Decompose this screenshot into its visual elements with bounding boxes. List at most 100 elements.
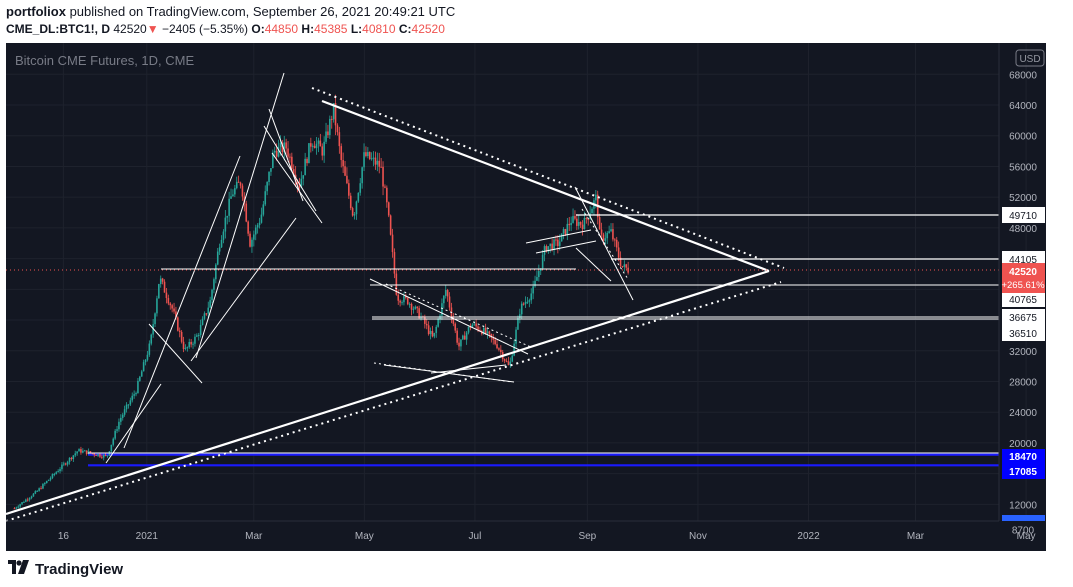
trendline [373,362,513,383]
candle-down [321,146,324,156]
price-label-box [1002,309,1045,325]
candle-up [97,454,99,456]
candle-down [93,453,96,455]
candle-up [272,152,274,169]
candle-up [623,264,626,267]
candle-up [517,318,519,330]
candle-down [171,305,173,309]
candle-down [85,450,88,454]
candle-up [23,501,25,503]
candle-down [70,457,73,460]
candle-up [42,484,44,489]
time-tick-label: 16 [58,531,70,542]
candle-down [327,131,329,136]
candle-up [213,279,215,290]
chart-title: Bitcoin CME Futures, 1D, CME [15,53,194,68]
candle-down [425,323,428,326]
candle-up [467,326,470,333]
candle-up [549,243,552,247]
candle-down [349,195,352,209]
zone-label-box [1002,464,1045,479]
candle-up [232,194,234,197]
candle-up [66,461,69,465]
currency-badge[interactable]: USD [1015,49,1045,67]
candle-down [621,265,624,267]
trendline [148,323,203,384]
price-chart[interactable]: 6800064000600005600052000480004400040000… [5,43,1046,551]
candle-down [555,239,557,241]
candle-up [536,277,538,281]
candle-up [482,327,485,335]
candle-down [99,454,101,457]
tradingview-brand[interactable]: TradingView [35,561,124,578]
price-label-text: 36510 [1009,329,1037,340]
candle-down [405,295,407,298]
price-label-text: 36675 [1009,313,1037,324]
candle-up [154,313,156,325]
trendline [369,278,529,355]
candle-up [216,251,219,265]
candle-up [583,217,586,230]
time-tick-label: 2022 [797,531,820,542]
tradingview-logo-icon[interactable] [8,560,30,579]
candle-up [76,451,78,454]
currency-badge-text: USD [1019,54,1040,65]
trendline [525,229,592,244]
price-tick-label: 20000 [1009,439,1037,450]
candle-up [511,355,514,362]
trendline [321,99,770,273]
candle-down [568,223,571,226]
candle-down [598,217,601,230]
candle-down [456,330,458,343]
candle-down [161,278,164,282]
candle-up [44,483,46,485]
candle-down [581,224,584,230]
candle-down [386,187,388,203]
candles [13,94,629,510]
candle-down [313,145,316,149]
candle-up [558,241,561,247]
candle-down [340,146,343,161]
candle-down [169,303,172,306]
candle-up [36,490,39,492]
candle-down [477,326,479,331]
candle-down [334,103,337,126]
candle-up [367,151,369,157]
candle-up [215,264,217,280]
publisher-name[interactable]: portfoliox [6,4,66,19]
time-axis[interactable]: 16 2021 Mar May Jul Sep Nov 2022 Mar May [58,531,1036,542]
candle-up [55,472,58,474]
candle-up [72,455,75,460]
candle-down [163,281,166,293]
candle-up [184,347,187,349]
price-tick-label: 64000 [1009,101,1037,112]
price-label-box [1002,207,1045,223]
candle-up [148,343,151,355]
candle-up [355,201,358,215]
candle-up [57,471,59,473]
candle-up [273,150,276,153]
candle-up [156,298,158,314]
candle-up [144,359,147,363]
candle-up [251,239,253,247]
chart-panel[interactable]: 6800064000600005600052000480004400040000… [5,43,1046,551]
candle-down [289,156,291,158]
candle-up [53,473,56,475]
candle-down [627,267,629,273]
candle-up [473,323,476,325]
candle-up [254,227,257,235]
candle-up [140,371,143,377]
trend-drawings [5,72,999,522]
candle-up [68,457,71,462]
candle-up [562,229,565,234]
candle-up [17,506,20,508]
candle-down [291,156,293,170]
candle-up [304,158,306,176]
candle-up [224,217,227,232]
candle-up [444,290,447,296]
candle-down [617,247,620,258]
candle-up [28,498,31,500]
price-tick-label: 24000 [1009,408,1037,419]
candle-up [526,301,529,303]
time-tick-label: Nov [689,531,707,542]
